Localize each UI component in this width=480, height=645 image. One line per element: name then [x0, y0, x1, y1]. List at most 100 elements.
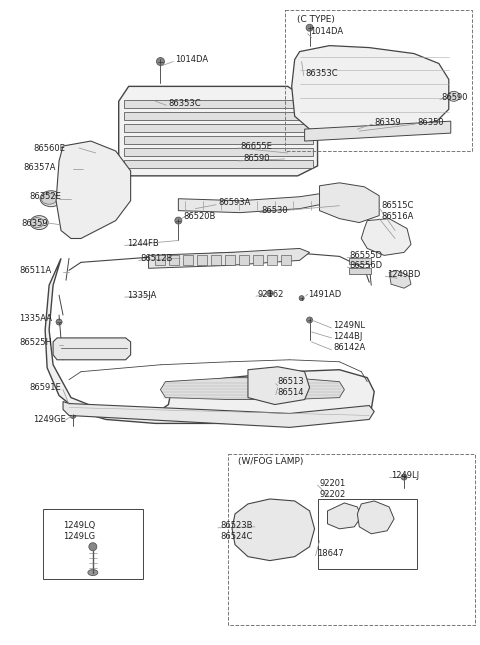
Polygon shape — [320, 183, 379, 223]
Polygon shape — [361, 219, 411, 255]
Ellipse shape — [265, 377, 291, 395]
Polygon shape — [225, 255, 235, 265]
Text: (W/FOG LAMP): (W/FOG LAMP) — [238, 457, 303, 466]
Ellipse shape — [70, 160, 112, 222]
Polygon shape — [45, 259, 374, 423]
Text: 1014DA: 1014DA — [175, 55, 208, 64]
Ellipse shape — [299, 295, 304, 301]
Ellipse shape — [336, 511, 348, 523]
Ellipse shape — [381, 233, 393, 244]
Polygon shape — [56, 141, 131, 239]
Ellipse shape — [41, 194, 57, 204]
Text: 86524C: 86524C — [220, 532, 252, 541]
Polygon shape — [389, 270, 411, 288]
Polygon shape — [124, 112, 312, 120]
Ellipse shape — [348, 195, 361, 210]
Polygon shape — [63, 402, 374, 428]
Ellipse shape — [40, 191, 62, 206]
Ellipse shape — [256, 517, 288, 541]
Text: 86353C: 86353C — [168, 99, 201, 108]
Ellipse shape — [89, 542, 97, 551]
Text: 1014DA: 1014DA — [310, 27, 343, 36]
Text: 92201: 92201 — [320, 479, 346, 488]
Ellipse shape — [448, 92, 460, 101]
Polygon shape — [119, 86, 318, 176]
Text: 86591E: 86591E — [29, 383, 61, 392]
Text: 86655E: 86655E — [240, 141, 272, 150]
Text: 86516A: 86516A — [381, 212, 414, 221]
Text: 86520B: 86520B — [183, 212, 216, 221]
Ellipse shape — [70, 412, 76, 419]
Ellipse shape — [306, 25, 313, 31]
Ellipse shape — [368, 510, 384, 524]
Polygon shape — [211, 255, 221, 265]
Ellipse shape — [311, 89, 333, 114]
Text: 86560E: 86560E — [33, 144, 65, 152]
Ellipse shape — [343, 193, 365, 213]
Polygon shape — [305, 121, 451, 141]
Text: 86523B: 86523B — [220, 521, 252, 530]
Polygon shape — [197, 255, 207, 265]
Polygon shape — [357, 501, 394, 534]
Text: 86525H: 86525H — [19, 339, 52, 348]
Text: 86357A: 86357A — [23, 163, 56, 172]
Polygon shape — [239, 255, 249, 265]
Polygon shape — [253, 255, 263, 265]
Text: 86353C: 86353C — [306, 69, 338, 78]
Text: 86352E: 86352E — [29, 192, 61, 201]
Polygon shape — [124, 136, 312, 144]
Text: 86593A: 86593A — [218, 198, 251, 207]
Ellipse shape — [406, 115, 422, 127]
Ellipse shape — [56, 319, 62, 325]
Ellipse shape — [259, 373, 297, 399]
Text: 1244FB: 1244FB — [127, 239, 158, 248]
Bar — [349, 259, 371, 264]
Ellipse shape — [378, 230, 396, 248]
Polygon shape — [327, 503, 361, 529]
Text: 86350: 86350 — [417, 117, 444, 126]
Polygon shape — [232, 499, 314, 561]
Text: 86142A: 86142A — [334, 343, 366, 352]
Text: 1249LQ: 1249LQ — [63, 521, 96, 530]
Bar — [285, 10, 472, 151]
Polygon shape — [281, 255, 291, 265]
Text: 86590: 86590 — [442, 93, 468, 102]
Polygon shape — [148, 248, 310, 268]
Polygon shape — [124, 124, 312, 132]
Ellipse shape — [156, 57, 165, 66]
Text: 86515C: 86515C — [381, 201, 414, 210]
Text: 1244BJ: 1244BJ — [334, 332, 363, 341]
Ellipse shape — [306, 83, 337, 119]
Ellipse shape — [88, 570, 98, 575]
Text: 86530: 86530 — [262, 206, 288, 215]
Text: 1335JA: 1335JA — [127, 291, 156, 300]
Text: 1491AD: 1491AD — [308, 290, 341, 299]
Polygon shape — [53, 338, 131, 360]
Text: 86359: 86359 — [21, 219, 48, 228]
Ellipse shape — [401, 474, 407, 480]
Polygon shape — [160, 378, 344, 399]
Text: 92162: 92162 — [258, 290, 284, 299]
Text: 86555D: 86555D — [349, 251, 383, 260]
Ellipse shape — [155, 110, 192, 152]
Polygon shape — [183, 255, 193, 265]
Text: 86514: 86514 — [278, 388, 304, 397]
Bar — [349, 268, 371, 274]
Bar — [318, 499, 417, 569]
Polygon shape — [169, 255, 180, 265]
Text: 18647: 18647 — [318, 549, 344, 558]
Text: 86512B: 86512B — [141, 254, 173, 263]
Bar — [228, 454, 475, 625]
Ellipse shape — [248, 511, 296, 547]
Text: 92202: 92202 — [320, 490, 346, 499]
Ellipse shape — [160, 116, 186, 146]
Polygon shape — [124, 160, 312, 168]
Text: 1335AA: 1335AA — [19, 313, 52, 322]
Ellipse shape — [307, 317, 312, 323]
Text: (C TYPE): (C TYPE) — [297, 15, 335, 25]
Ellipse shape — [31, 217, 44, 228]
Text: 86556D: 86556D — [349, 261, 383, 270]
Text: 1249LJ: 1249LJ — [391, 471, 419, 480]
Text: 1249LG: 1249LG — [63, 532, 95, 541]
Polygon shape — [248, 367, 310, 404]
